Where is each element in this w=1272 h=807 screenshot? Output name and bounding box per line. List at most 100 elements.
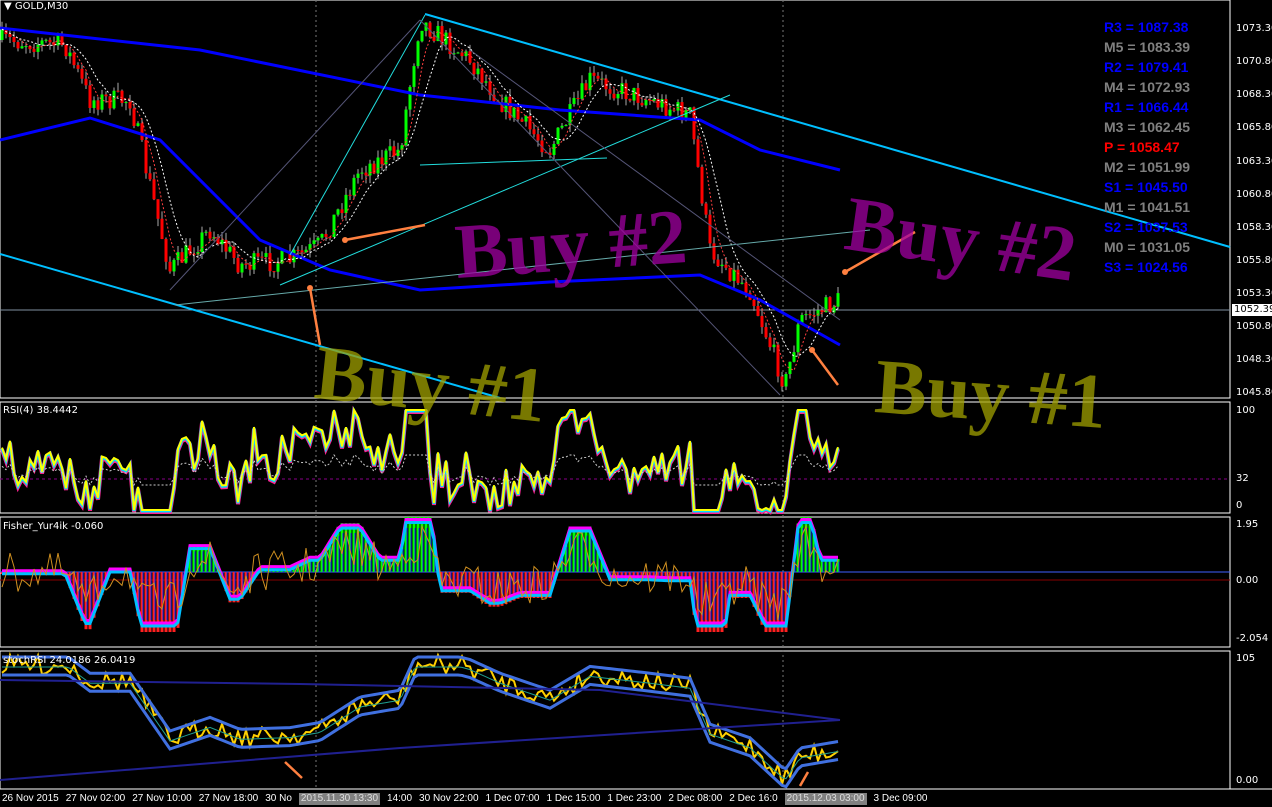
candle-body	[460, 52, 464, 57]
fisher-bar-up	[208, 546, 212, 572]
candle-body	[784, 374, 788, 387]
fisher-bar-down	[72, 572, 76, 599]
pivot-level: S2 = 1037.53	[1104, 219, 1188, 235]
fisher-bar-up	[196, 546, 200, 572]
current-price-label: 1052.39	[1232, 304, 1272, 316]
candle-body	[472, 62, 476, 75]
candle-body	[596, 75, 600, 79]
pivot-level: M1 = 1041.51	[1104, 199, 1191, 215]
stochrsi-signal	[2, 666, 839, 780]
candle-body	[252, 253, 256, 270]
fisher-bar-down	[232, 572, 236, 603]
fisher-bar-down	[776, 572, 780, 632]
candle-body	[216, 237, 220, 245]
candle-body	[708, 214, 712, 244]
candle-body	[376, 157, 380, 174]
candle-body	[132, 108, 136, 126]
candle-body	[164, 239, 168, 262]
fisher-bar-up	[796, 523, 800, 572]
candle-body	[188, 245, 192, 255]
fisher-bar-up	[828, 559, 832, 572]
time-axis-label: 3 Dec 09:00	[873, 793, 928, 804]
candle-body	[312, 240, 316, 245]
fisher-bar-down	[700, 572, 704, 632]
fisher-bar-down	[780, 572, 784, 632]
candle-body	[584, 83, 588, 91]
fisher-bar-up	[372, 548, 376, 572]
fisher-bar-up	[384, 559, 388, 572]
fisher-bar-down	[752, 572, 756, 607]
fisher-bar-down	[536, 572, 540, 598]
candle-body	[532, 129, 536, 135]
candle-body	[372, 163, 376, 174]
candle-body	[348, 194, 352, 196]
candle-body	[304, 249, 308, 253]
candle-body	[836, 293, 840, 307]
candle-body	[780, 376, 784, 387]
fisher-bar-up	[596, 548, 600, 572]
candle-body	[192, 254, 196, 256]
fisher-bar-up	[340, 523, 344, 572]
fisher-bar-up	[424, 517, 428, 572]
fisher-bar-down	[472, 572, 476, 596]
candle-body	[276, 263, 280, 272]
fisher-bar-up	[356, 523, 360, 572]
candle-body	[224, 239, 228, 252]
fisher-bar-up	[304, 561, 308, 572]
fisher-bar-up	[192, 546, 196, 572]
dropdown-icon[interactable]: ▼	[4, 1, 15, 12]
candle-body	[0, 29, 4, 40]
candle-body	[40, 40, 44, 45]
arrow-head-icon	[342, 237, 348, 243]
fisher-bar-down	[768, 572, 772, 632]
fisher-bar-down	[492, 572, 496, 607]
fisher-bar-up	[300, 563, 304, 572]
candle-body	[440, 25, 444, 45]
candle-body	[76, 65, 80, 69]
fisher-bar-down	[504, 572, 508, 605]
fisher-bar-down	[460, 572, 464, 593]
candle-body	[68, 52, 72, 57]
fisher-bar-down	[756, 572, 760, 616]
pivot-level: R3 = 1087.38	[1104, 19, 1189, 35]
candle-body	[140, 123, 144, 141]
stoch-axis-min: 0.00	[1236, 775, 1259, 786]
candle-body	[448, 32, 452, 55]
candle-body	[212, 237, 216, 239]
candle-body	[332, 214, 336, 238]
candle-body	[180, 252, 184, 263]
candle-body	[672, 109, 676, 111]
fisher-bar-down	[724, 572, 728, 628]
fisher-bar-up	[320, 555, 324, 572]
time-axis-label: 1 Dec 23:00	[607, 793, 662, 804]
fisher-bar-up	[312, 559, 316, 572]
candle-body	[128, 102, 132, 109]
candle-body	[200, 232, 204, 252]
candle-body	[744, 282, 748, 293]
fisher-bar-down	[176, 572, 180, 628]
fisher-bar-down	[160, 572, 164, 632]
candle-body	[436, 25, 440, 42]
candle-body	[644, 100, 648, 106]
fisher-trigger	[1, 524, 839, 620]
fisher-bar-up	[812, 529, 816, 572]
fisher-bar-down	[716, 572, 720, 632]
candle-body	[528, 115, 532, 130]
candle-body	[572, 97, 576, 105]
candle-body	[664, 99, 668, 116]
fisher-bar-up	[416, 517, 420, 572]
candle-body	[588, 72, 592, 91]
candle-body	[684, 110, 688, 121]
candle-body	[548, 152, 552, 155]
rsi-axis-32: 32	[1236, 473, 1249, 484]
candle-body	[804, 314, 808, 316]
fisher-bar-down	[748, 572, 752, 598]
candle-body	[712, 243, 716, 260]
fisher-label: Fisher_Yur4ik -0.060	[3, 521, 104, 532]
fisher-bar-up	[580, 526, 584, 572]
time-axis-label: 27 Nov 18:00	[198, 793, 259, 804]
candle-body	[220, 239, 224, 245]
candle-body	[492, 94, 496, 101]
candle-body	[204, 231, 208, 233]
